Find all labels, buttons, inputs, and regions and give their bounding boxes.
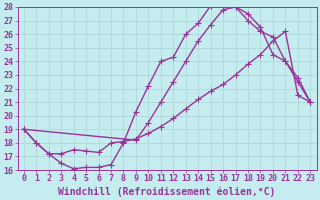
X-axis label: Windchill (Refroidissement éolien,°C): Windchill (Refroidissement éolien,°C)	[58, 186, 276, 197]
